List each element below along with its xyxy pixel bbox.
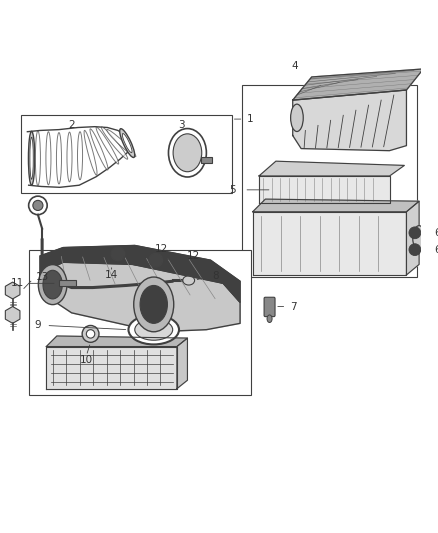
Bar bbox=[201, 157, 212, 163]
Text: 11: 11 bbox=[11, 278, 25, 288]
Text: 6: 6 bbox=[434, 245, 438, 255]
Text: 5: 5 bbox=[229, 185, 236, 195]
Circle shape bbox=[111, 247, 125, 261]
Bar bbox=[29, 249, 251, 395]
Polygon shape bbox=[46, 346, 177, 389]
Circle shape bbox=[28, 196, 47, 215]
Ellipse shape bbox=[46, 132, 51, 185]
FancyBboxPatch shape bbox=[264, 297, 275, 317]
Ellipse shape bbox=[84, 131, 97, 175]
Ellipse shape bbox=[90, 129, 108, 170]
Ellipse shape bbox=[96, 127, 119, 164]
Ellipse shape bbox=[39, 264, 67, 305]
Ellipse shape bbox=[57, 133, 61, 184]
Ellipse shape bbox=[107, 130, 136, 157]
Text: 10: 10 bbox=[80, 355, 93, 365]
Text: 14: 14 bbox=[105, 270, 118, 280]
Ellipse shape bbox=[78, 132, 82, 180]
Ellipse shape bbox=[128, 315, 179, 344]
Ellipse shape bbox=[267, 315, 272, 322]
Text: 7: 7 bbox=[290, 302, 297, 311]
Ellipse shape bbox=[173, 134, 202, 172]
Polygon shape bbox=[259, 176, 390, 203]
Text: 13: 13 bbox=[36, 272, 49, 282]
Text: 8: 8 bbox=[213, 271, 219, 281]
Ellipse shape bbox=[102, 127, 128, 159]
Text: 9: 9 bbox=[35, 320, 41, 329]
Circle shape bbox=[86, 330, 95, 338]
Text: 4: 4 bbox=[292, 61, 298, 71]
Polygon shape bbox=[293, 69, 423, 100]
Ellipse shape bbox=[35, 131, 40, 185]
Text: 3: 3 bbox=[178, 120, 184, 131]
Circle shape bbox=[149, 254, 162, 267]
Ellipse shape bbox=[413, 225, 425, 251]
Ellipse shape bbox=[120, 128, 135, 157]
Bar bbox=[242, 85, 417, 277]
Circle shape bbox=[33, 200, 43, 211]
Polygon shape bbox=[406, 201, 419, 275]
Polygon shape bbox=[259, 161, 404, 176]
Text: 6: 6 bbox=[434, 228, 438, 238]
Ellipse shape bbox=[122, 133, 132, 152]
Ellipse shape bbox=[30, 137, 33, 179]
Ellipse shape bbox=[140, 286, 167, 324]
Polygon shape bbox=[253, 212, 406, 275]
Circle shape bbox=[409, 244, 421, 255]
Ellipse shape bbox=[67, 132, 72, 182]
Circle shape bbox=[82, 326, 99, 342]
Ellipse shape bbox=[183, 276, 194, 285]
Text: 12: 12 bbox=[187, 251, 200, 261]
Polygon shape bbox=[46, 336, 187, 346]
Ellipse shape bbox=[291, 104, 303, 132]
Ellipse shape bbox=[28, 131, 35, 185]
Bar bbox=[59, 280, 76, 286]
Circle shape bbox=[409, 227, 421, 239]
Ellipse shape bbox=[135, 319, 173, 340]
Bar bbox=[21, 115, 232, 193]
Ellipse shape bbox=[169, 128, 206, 177]
Polygon shape bbox=[177, 338, 187, 389]
Text: 12: 12 bbox=[155, 244, 168, 254]
Polygon shape bbox=[253, 199, 419, 212]
Polygon shape bbox=[40, 261, 240, 332]
Polygon shape bbox=[293, 90, 406, 151]
Text: 2: 2 bbox=[68, 120, 75, 131]
Polygon shape bbox=[40, 245, 240, 302]
Ellipse shape bbox=[134, 277, 174, 332]
Ellipse shape bbox=[43, 270, 62, 299]
Text: 1: 1 bbox=[247, 114, 253, 124]
